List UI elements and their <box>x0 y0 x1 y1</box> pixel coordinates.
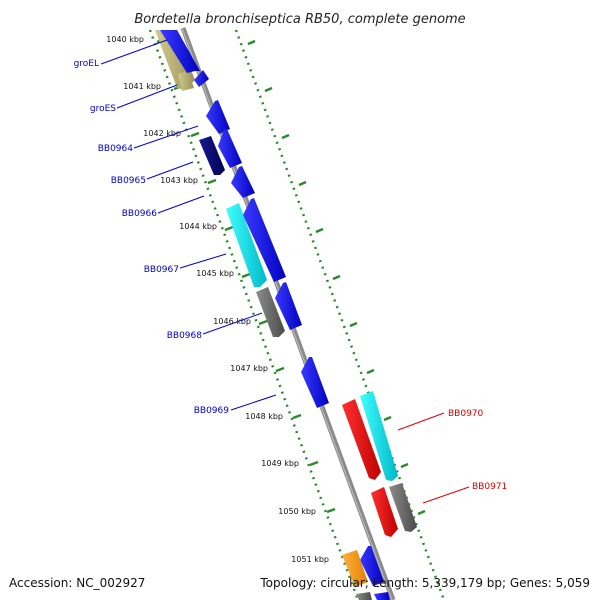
gene-label-BB0970[interactable]: BB0970 <box>448 409 484 419</box>
gene-label-groEL[interactable]: groEL <box>74 59 99 69</box>
gene-blue-top[interactable] <box>160 30 200 73</box>
gene-label-BB0969[interactable]: BB0969 <box>194 406 230 416</box>
gene-BB0970[interactable] <box>342 399 381 480</box>
tick-label: 1041 kbp <box>123 82 161 91</box>
gene-blue-1046[interactable] <box>275 282 302 330</box>
genome-summary-text: Topology: circular; Length: 5,339,179 bp… <box>260 576 590 590</box>
gene-BB0971[interactable] <box>371 487 398 537</box>
tick-label: 1040 kbp <box>106 35 144 44</box>
tick-label: 1045 kbp <box>196 269 234 278</box>
tick-label: 1050 kbp <box>278 507 316 516</box>
outer-major-ticks <box>247 39 426 516</box>
gene-label-BB0966[interactable]: BB0966 <box>122 209 158 219</box>
gene-blue-small[interactable] <box>194 70 209 87</box>
gene-cyan-outer[interactable] <box>360 391 398 481</box>
gene-blue-1042[interactable] <box>218 129 242 168</box>
gene-blue-bottom2[interactable] <box>374 592 390 600</box>
tick-label: 1048 kbp <box>245 412 283 421</box>
gene-BB0969[interactable] <box>301 357 329 408</box>
gene-label-BB0968[interactable]: BB0968 <box>167 331 203 341</box>
tick-label: 1042 kbp <box>143 129 181 138</box>
gene-blue-bottom[interactable] <box>360 546 384 586</box>
gene-blue-1044[interactable] <box>243 198 286 282</box>
gene-gray-outer[interactable] <box>389 483 417 532</box>
tick-labels: 1040 kbp 1041 kbp 1042 kbp 1043 kbp 1044… <box>106 35 329 564</box>
accession-text: Accession: NC_002927 <box>9 576 146 590</box>
inner-major-ticks <box>156 37 353 561</box>
gene-BB0966[interactable] <box>231 166 255 198</box>
tick-label: 1049 kbp <box>261 459 299 468</box>
gene-groES[interactable] <box>178 71 194 91</box>
label-leaders <box>100 39 470 504</box>
gene-label-BB0964[interactable]: BB0964 <box>98 144 134 154</box>
map-title: Bordetella bronchiseptica RB50, complete… <box>134 12 465 27</box>
tick-label: 1046 kbp <box>213 317 251 326</box>
gene-gray-bottom[interactable] <box>356 592 372 600</box>
gene-label-BB0971[interactable]: BB0971 <box>472 482 507 492</box>
gene-label-BB0967[interactable]: BB0967 <box>144 265 179 275</box>
gene-BB0965[interactable] <box>199 136 225 175</box>
gene-orange[interactable] <box>342 550 368 587</box>
gene-label-groES[interactable]: groES <box>90 104 116 114</box>
inner-ruler <box>148 29 360 600</box>
gene-BB0968[interactable] <box>256 287 285 337</box>
gene-BB0964[interactable] <box>206 100 230 134</box>
gene-BB0967[interactable] <box>226 203 267 287</box>
gene-labels: groEL groES BB0964 BB0965 BB0966 BB0967 … <box>74 59 508 492</box>
tick-label: 1043 kbp <box>160 176 198 185</box>
tick-label: 1047 kbp <box>230 364 268 373</box>
gene-label-BB0965[interactable]: BB0965 <box>111 176 146 186</box>
tick-label: 1044 kbp <box>179 222 217 231</box>
tick-label: 1051 kbp <box>291 555 329 564</box>
